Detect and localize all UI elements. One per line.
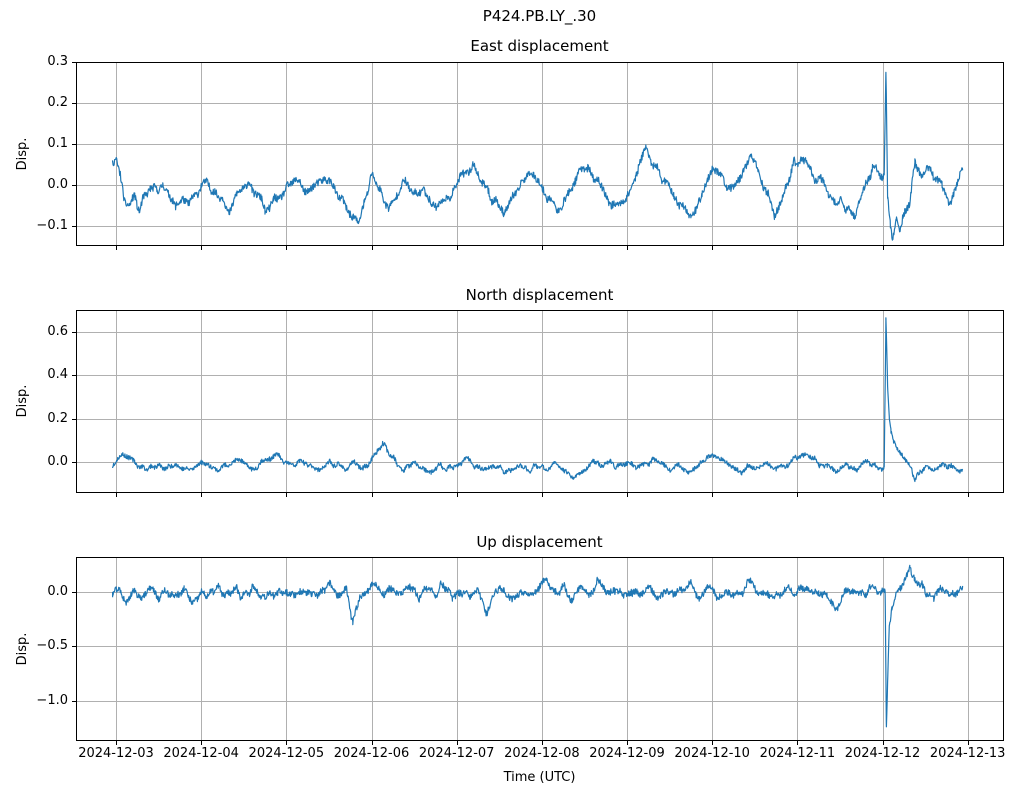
y-tick-label: 0.2 [47,410,68,426]
y-tick-label: −1.0 [36,692,68,708]
x-tick-label: 2024-12-04 [163,746,239,761]
y-tick-label: 0.2 [47,95,68,111]
figure-title: P424.PB.LY_.30 [482,7,597,25]
subplot-north-title: North displacement [465,286,614,304]
plot-spines [76,310,1004,493]
x-tick-label: 2024-12-07 [418,746,495,761]
x-tick-label: 2024-12-09 [589,746,665,761]
x-tick-label: 2024-12-12 [844,746,921,761]
y-tick-label: 0.4 [47,367,68,382]
y-tick-label: −0.5 [36,638,68,654]
y-tick-label: 0.0 [47,453,68,469]
y-tick-label: 0.6 [47,323,68,339]
x-tick-label: 2024-12-13 [929,746,1006,761]
y-tick-label: 0.1 [47,136,68,152]
x-tick-label: 2024-12-11 [759,746,836,761]
subplot-up-title: Up displacement [476,533,603,551]
x-tick-label: 2024-12-03 [78,746,154,761]
x-tick-label: 2024-12-05 [248,746,325,761]
plot-spines [76,557,1004,741]
plot-spines [76,62,1004,246]
y-tick-label: 0.0 [47,177,68,193]
data-line-north [112,317,964,483]
x-tick-label: 2024-12-06 [333,746,410,761]
data-line-east [112,71,964,241]
y-tick-label: −0.1 [36,218,68,234]
x-axis-label: Time (UTC) [503,770,576,785]
subplot-east-title: East displacement [470,37,609,55]
y-tick-label: 0.0 [47,583,68,599]
x-tick-label: 2024-12-08 [504,746,580,761]
data-line-up [112,564,964,728]
y-tick-label: 0.3 [47,54,68,69]
x-tick-label: 2024-12-10 [674,746,750,761]
